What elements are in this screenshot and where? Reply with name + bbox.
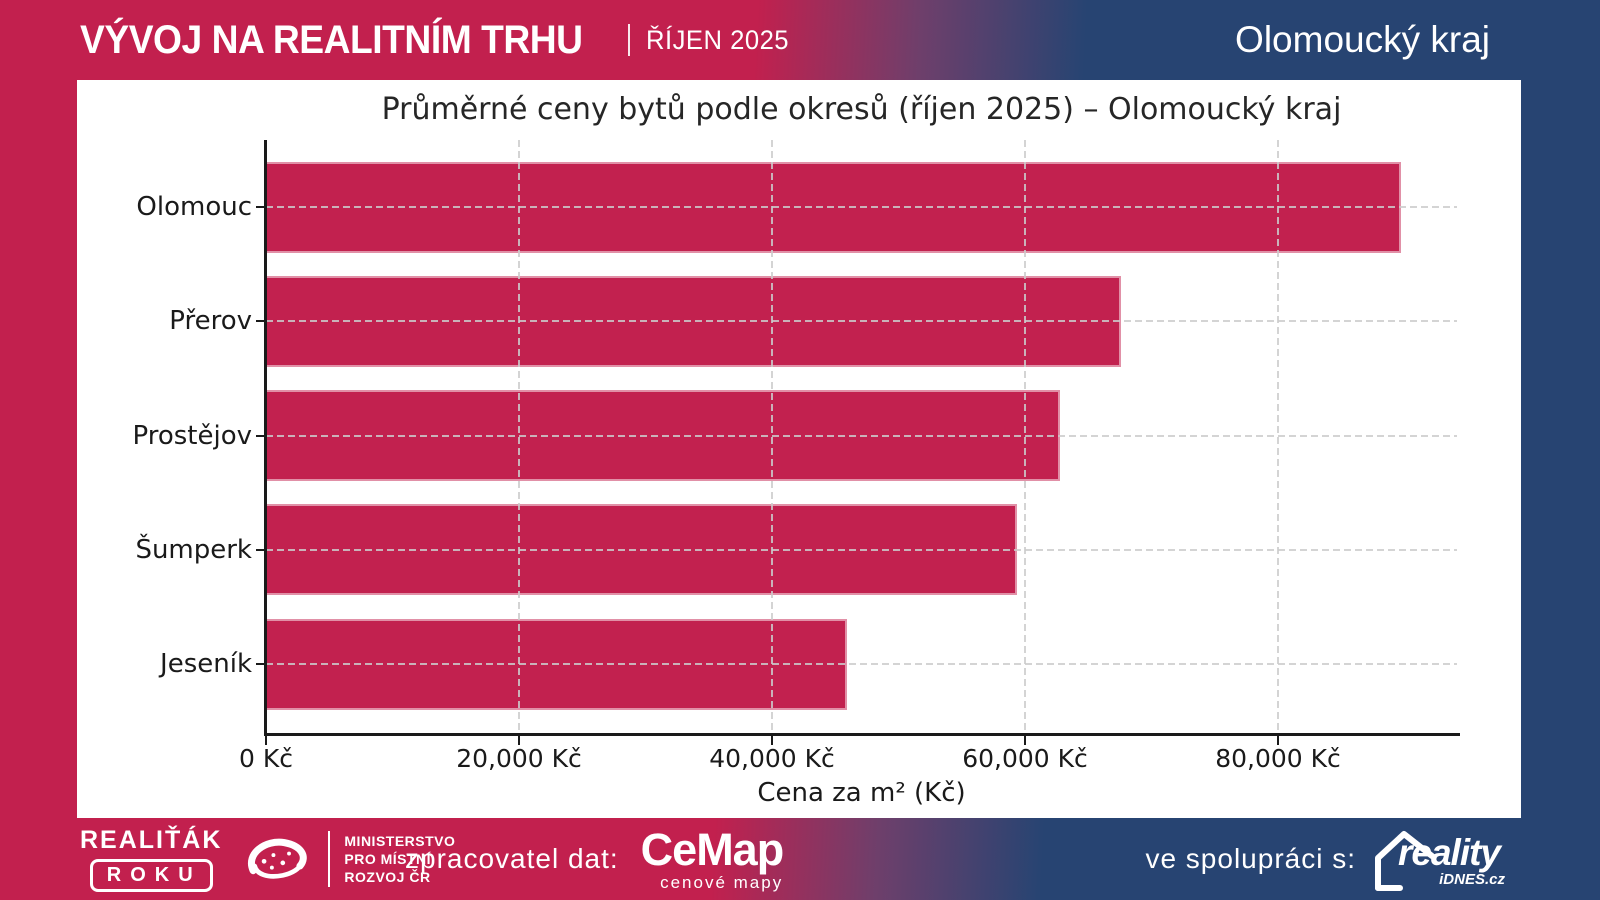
y-tick-mark <box>256 548 265 551</box>
x-tick-label: 0 Kč <box>239 744 293 773</box>
y-tick-mark <box>256 434 265 437</box>
region-title: Olomoucký kraj <box>1235 19 1490 60</box>
x-tick-mark <box>1024 736 1026 745</box>
horizontal-gridline <box>266 206 1457 208</box>
y-tick-mark <box>256 206 265 208</box>
category-label: Olomouc <box>136 192 252 222</box>
partner: ve spolupráci s: reality iDNES.cz <box>1145 818 1505 900</box>
x-axis-spine <box>264 733 1460 736</box>
y-tick-mark <box>256 320 265 323</box>
house-icon <box>1375 831 1435 891</box>
x-tick-label: 20,000 Kč <box>456 744 582 773</box>
chart-title: Průměrné ceny bytů podle okresů (říjen 2… <box>381 92 1342 127</box>
realitak-label: REALIŤÁK <box>80 826 223 854</box>
vertical-gridline <box>771 140 773 735</box>
category-label: Jeseník <box>160 649 252 679</box>
vertical-gridline <box>1024 140 1026 735</box>
x-tick-mark <box>265 736 267 745</box>
header-title-group: VÝVOJ NA REALITNÍM TRHU ŘÍJEN 2025 <box>80 0 797 80</box>
cemap-logo: CeMap cenové mapy <box>640 824 785 892</box>
page-subtitle: ŘÍJEN 2025 <box>646 24 790 55</box>
category-label: Prostějov <box>132 420 252 451</box>
horizontal-gridline <box>266 320 1457 323</box>
x-tick-mark <box>771 736 773 745</box>
y-tick-mark <box>256 663 265 665</box>
footer-divider <box>328 831 331 887</box>
chart-panel: Průměrné ceny bytů podle okresů (říjen 2… <box>77 80 1521 818</box>
data-provider: zpracovatel dat: CeMap cenové mapy <box>405 818 785 900</box>
vertical-gridline <box>1277 140 1279 735</box>
category-labels: Olomouc Přerov Prostějov Šumperk Jeseník <box>77 140 252 735</box>
vertical-gridline <box>518 140 520 735</box>
reality-idnes-logo: reality iDNES.cz <box>1370 824 1505 894</box>
category-label: Přerov <box>169 306 252 337</box>
ministry-line-1: MINISTERSTVO <box>344 832 456 849</box>
cemap-subtitle: cenové mapy <box>660 873 784 892</box>
roku-badge: ROKU <box>89 859 213 892</box>
x-tick-label: 80,000 Kč <box>1215 744 1341 773</box>
ministry-swirl-icon <box>248 838 308 879</box>
page-title: VÝVOJ NA REALITNÍM TRHU <box>80 17 583 62</box>
partner-label: ve spolupráci s: <box>1145 843 1356 874</box>
ministry-line-3: ROZVOJ ČR <box>344 869 431 886</box>
horizontal-gridline <box>266 663 1457 665</box>
horizontal-gridline <box>266 434 1457 437</box>
idnes-label: iDNES.cz <box>1439 871 1505 888</box>
x-tick-mark <box>518 736 520 745</box>
y-axis-spine <box>264 140 267 735</box>
x-tick-label: 60,000 Kč <box>962 744 1088 773</box>
x-axis-label: Cena za m² (Kč) <box>757 778 966 808</box>
plot-area <box>256 140 1460 745</box>
ministry-label: MINISTERSTVO PRO MÍSTNÍ ROZVOJ ČR <box>344 832 455 887</box>
ministry-line-2: PRO MÍSTNÍ <box>344 850 432 867</box>
title-divider <box>628 24 631 56</box>
horizontal-gridline <box>266 548 1457 551</box>
realitak-roku-logo: REALIŤÁK ROKU <box>80 826 222 892</box>
category-label: Šumperk <box>135 534 252 565</box>
footer-left: REALIŤÁK ROKU MINISTERSTVO PRO MÍSTNÍ RO… <box>80 826 455 892</box>
x-tick-mark <box>1277 736 1279 745</box>
header: VÝVOJ NA REALITNÍM TRHU ŘÍJEN 2025 Olomo… <box>0 0 1600 80</box>
cemap-name: CeMap <box>640 824 785 875</box>
reality-name: reality <box>1398 832 1501 873</box>
data-provider-label: zpracovatel dat: <box>405 843 619 874</box>
x-tick-labels: 0 Kč 20,000 Kč 40,000 Kč 60,000 Kč 80,000 Kč <box>77 744 1521 776</box>
x-tick-label: 40,000 Kč <box>709 744 835 773</box>
footer: REALIŤÁK ROKU MINISTERSTVO PRO MÍSTNÍ RO… <box>0 818 1600 900</box>
